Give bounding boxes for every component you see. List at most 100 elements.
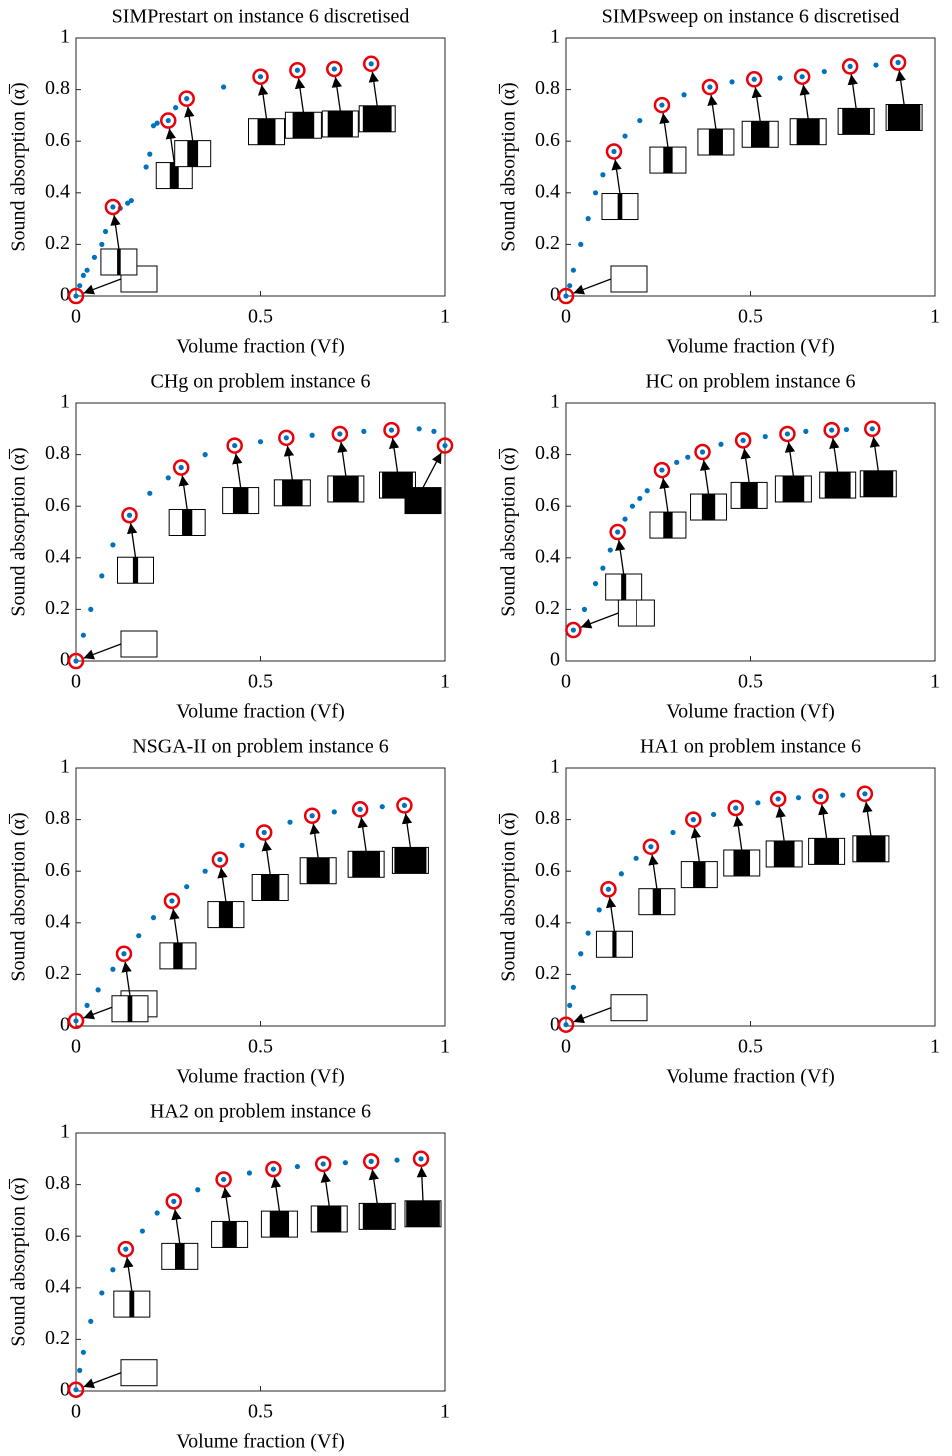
selected-point [557,287,575,305]
design-inset [168,475,206,536]
design-inset [765,806,803,868]
chart-title: HA2 on problem instance 6 [150,1101,371,1123]
axes-frame [75,1132,446,1392]
x-axis-label: Volume fraction (Vf) [176,701,344,723]
front-point [605,886,612,892]
front-point [729,79,735,85]
front-point [73,293,79,299]
selected-point [412,1150,430,1168]
selected-point [856,785,874,803]
selected-point [178,90,195,107]
design-inset [808,804,846,865]
y-tick-label: 1 [550,26,560,48]
inset-material [352,851,380,878]
front-point [368,1158,374,1164]
inset-arrow [169,908,180,943]
inset-arrow [368,71,379,106]
front-point [110,1267,116,1273]
design-inset [159,908,197,970]
inset-frame [120,630,158,658]
y-tick-label: 0.6 [45,494,70,516]
chart-title: HA1 on problem instance 6 [640,736,861,758]
y-tick-label: 0.4 [535,910,560,932]
design-inset [207,867,245,929]
x-tick-label: 0 [561,306,571,328]
inset-arrow [869,436,881,471]
selected-point [67,1381,85,1398]
selected-point [226,437,243,454]
design-inset [284,78,322,139]
inset-arrow [422,452,442,488]
selected-point [172,459,190,476]
inset-arrow [121,961,132,996]
front-point [73,658,79,664]
inset-material [693,861,706,888]
selected-point [841,58,859,75]
inset-arrow [615,539,626,575]
inset-arrow [126,523,138,558]
inset-material [701,494,716,521]
x-tick-label: 1 [930,306,940,328]
front-point [257,74,264,80]
front-point [195,1187,201,1193]
design-inset [680,827,718,889]
design-inset [347,817,385,878]
design-inset [697,94,735,156]
inset-arrow [573,278,612,295]
inset-material [129,1291,135,1318]
design-inset [100,214,138,276]
design-inset [690,459,728,521]
inset-material [269,1211,290,1238]
inset-material [863,470,894,497]
inset-arrow [416,1166,428,1201]
inset-arrow [690,827,702,862]
front-point [337,431,343,437]
design-inset [174,106,212,168]
front-point [843,426,850,433]
selected-point [793,68,811,85]
selected-point [67,287,85,305]
front-point [80,1349,86,1355]
inset-material [257,118,276,145]
front-point [567,1002,573,1008]
design-inset [404,452,442,515]
inset-arrow [659,477,670,513]
front-point [88,1318,94,1324]
front-point [270,1166,277,1172]
inset-material [405,487,441,514]
front-point [357,806,363,812]
y-tick-label: 0.4 [45,180,70,202]
selected-point [383,421,400,439]
front-point [121,951,127,957]
design-inset [321,76,359,138]
y-tick-label: 0 [60,1379,70,1401]
y-tick-label: 0.2 [535,962,560,984]
inset-material [232,487,249,514]
front-point [150,123,157,129]
x-tick-label: 0.5 [248,306,273,328]
front-point [659,102,665,108]
inset-arrow [184,106,195,141]
front-point [707,84,713,90]
inset-arrow [895,70,906,105]
selected-point [436,437,454,454]
x-tick-label: 0.5 [738,306,763,328]
y-tick-label: 0 [60,649,70,671]
selected-point [823,421,840,439]
inset-arrow [388,437,400,473]
design-inset [852,801,890,863]
inset-material [394,847,427,874]
front-point [637,495,643,502]
inset-material [652,888,662,915]
x-axis-label: Volume fraction (Vf) [176,1431,344,1453]
front-point [711,811,717,818]
x-tick-label: 1 [930,671,940,693]
front-point [690,817,696,823]
design-inset [774,441,812,503]
inset-arrow [294,78,306,113]
front-point [681,92,687,98]
y-tick-label: 0.2 [45,962,70,984]
y-tick-label: 1 [60,1121,70,1143]
inset-arrow [178,475,189,510]
front-point [581,606,588,613]
